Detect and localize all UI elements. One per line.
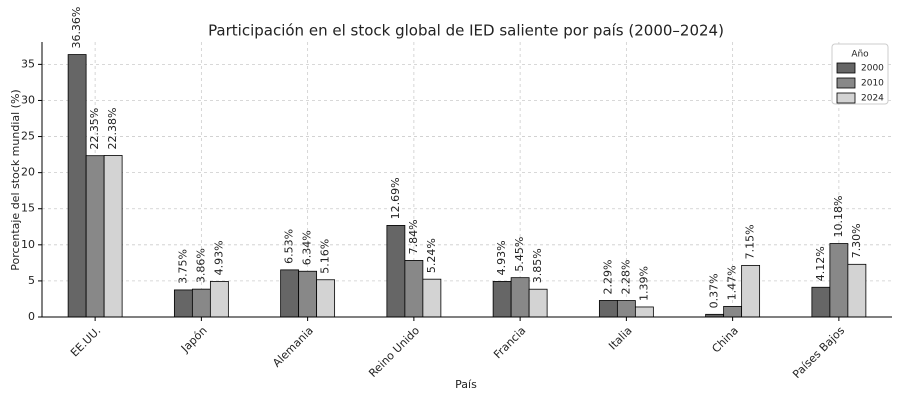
legend-swatch xyxy=(836,77,856,89)
x-tick-label: Alemania xyxy=(270,324,316,370)
bar xyxy=(191,288,211,318)
bar xyxy=(209,281,229,318)
value-label: 12.69% xyxy=(389,177,402,219)
bar xyxy=(528,288,548,318)
value-label: 4.12% xyxy=(814,246,827,281)
x-tick-label: EE.UU. xyxy=(68,324,103,359)
value-label: 2.29% xyxy=(601,260,614,295)
bar xyxy=(85,155,105,318)
value-label: 7.84% xyxy=(407,219,420,254)
value-label: 22.38% xyxy=(106,108,119,150)
value-label: 5.24% xyxy=(425,238,438,273)
y-tick-label: 25 xyxy=(21,130,35,143)
legend-swatch xyxy=(836,62,856,74)
bar xyxy=(723,305,743,318)
value-label: 3.85% xyxy=(531,248,544,283)
bar xyxy=(811,286,831,318)
y-tick-label: 0 xyxy=(28,310,35,323)
bar xyxy=(847,263,867,318)
value-label: 7.30% xyxy=(850,223,863,258)
bar xyxy=(510,277,530,318)
x-tick-label: Países Bajos xyxy=(790,324,847,381)
y-tick-label: 30 xyxy=(21,93,35,106)
bar xyxy=(67,54,87,318)
y-axis-label: Porcentaje del stock mundial (%) xyxy=(9,89,22,270)
legend-label: 2010 xyxy=(861,79,884,89)
value-label: 10.18% xyxy=(832,196,845,238)
value-label: 7.15% xyxy=(744,224,757,259)
legend-title: Año xyxy=(851,50,869,60)
value-label: 1.39% xyxy=(637,266,650,301)
bar xyxy=(173,289,193,318)
y-tick-label: 20 xyxy=(21,166,35,179)
value-label: 1.47% xyxy=(726,265,739,300)
x-tick-label: Francia xyxy=(491,324,528,361)
chart-title: Participación en el stock global de IED … xyxy=(208,22,724,40)
bar xyxy=(598,300,618,318)
bar xyxy=(103,155,123,318)
legend-label: 2024 xyxy=(861,94,884,104)
legend-box xyxy=(831,43,889,105)
value-label: 3.75% xyxy=(176,249,189,284)
legend-label: 2000 xyxy=(861,64,884,74)
value-label: 4.93% xyxy=(495,240,508,275)
y-tick-label: 15 xyxy=(21,202,35,215)
bar xyxy=(386,225,406,318)
bar xyxy=(741,264,761,318)
bar xyxy=(616,300,636,318)
legend-swatch xyxy=(836,92,856,104)
bar xyxy=(404,260,424,318)
bar xyxy=(829,243,849,318)
x-tick-label: Japón xyxy=(178,324,210,356)
value-label: 0.37% xyxy=(708,273,721,308)
value-label: 5.16% xyxy=(319,239,332,274)
x-tick-label: China xyxy=(709,324,740,355)
value-label: 4.93% xyxy=(212,240,225,275)
bar xyxy=(316,279,336,318)
value-label: 22.35% xyxy=(88,108,101,150)
value-label: 6.34% xyxy=(301,230,314,265)
bar xyxy=(422,278,442,318)
bar xyxy=(634,306,654,318)
bar xyxy=(280,269,300,318)
x-tick-label: Italia xyxy=(606,324,634,352)
y-tick-label: 10 xyxy=(21,238,35,251)
value-label: 3.86% xyxy=(194,248,207,283)
bar xyxy=(298,270,318,318)
y-tick-label: 5 xyxy=(28,274,35,287)
value-label: 36.36% xyxy=(70,7,83,49)
x-axis-label: País xyxy=(455,378,477,391)
value-label: 6.53% xyxy=(283,229,296,264)
bar xyxy=(492,281,512,318)
y-tick-label: 35 xyxy=(21,57,35,70)
value-label: 5.45% xyxy=(513,237,526,272)
value-label: 2.28% xyxy=(619,260,632,295)
x-tick-label: Reino Unido xyxy=(366,324,422,380)
